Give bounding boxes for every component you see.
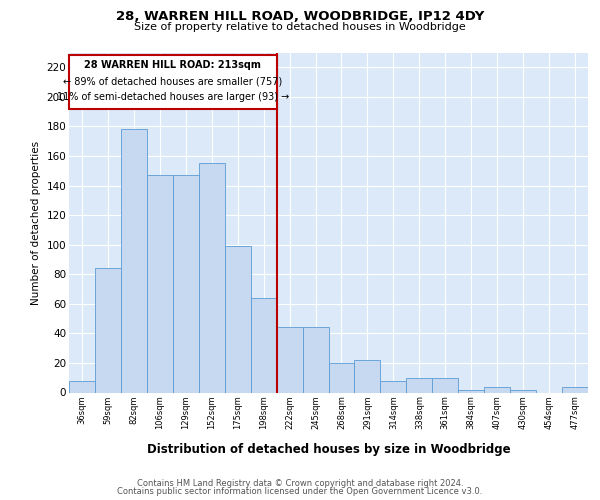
Bar (355, 360, 380, 392)
Text: 11% of semi-detached houses are larger (93) →: 11% of semi-detached houses are larger (… (56, 92, 289, 102)
Bar (173, 175, 199, 392)
Bar (251, 298, 277, 392)
Bar (406, 378, 432, 392)
Text: ← 89% of detached houses are smaller (757): ← 89% of detached houses are smaller (75… (63, 76, 283, 86)
Bar (329, 363, 355, 392)
Bar (69, 380, 95, 392)
Bar (147, 175, 173, 392)
Bar (69, 56, 277, 108)
Bar (484, 386, 510, 392)
Bar (510, 390, 536, 392)
Bar (302, 328, 329, 392)
Text: Distribution of detached houses by size in Woodbridge: Distribution of detached houses by size … (147, 442, 511, 456)
Y-axis label: Number of detached properties: Number of detached properties (31, 140, 41, 304)
Bar (277, 328, 302, 392)
Bar (380, 380, 406, 392)
Bar (225, 246, 251, 392)
Bar (95, 268, 121, 392)
Text: Contains public sector information licensed under the Open Government Licence v3: Contains public sector information licen… (118, 488, 482, 496)
Text: 28 WARREN HILL ROAD: 213sqm: 28 WARREN HILL ROAD: 213sqm (85, 60, 261, 70)
Bar (562, 386, 588, 392)
Text: Size of property relative to detached houses in Woodbridge: Size of property relative to detached ho… (134, 22, 466, 32)
Bar (199, 164, 224, 392)
Bar (458, 390, 484, 392)
Bar (433, 378, 458, 392)
Text: 28, WARREN HILL ROAD, WOODBRIDGE, IP12 4DY: 28, WARREN HILL ROAD, WOODBRIDGE, IP12 4… (116, 10, 484, 23)
Bar (121, 130, 147, 392)
Text: Contains HM Land Registry data © Crown copyright and database right 2024.: Contains HM Land Registry data © Crown c… (137, 479, 463, 488)
